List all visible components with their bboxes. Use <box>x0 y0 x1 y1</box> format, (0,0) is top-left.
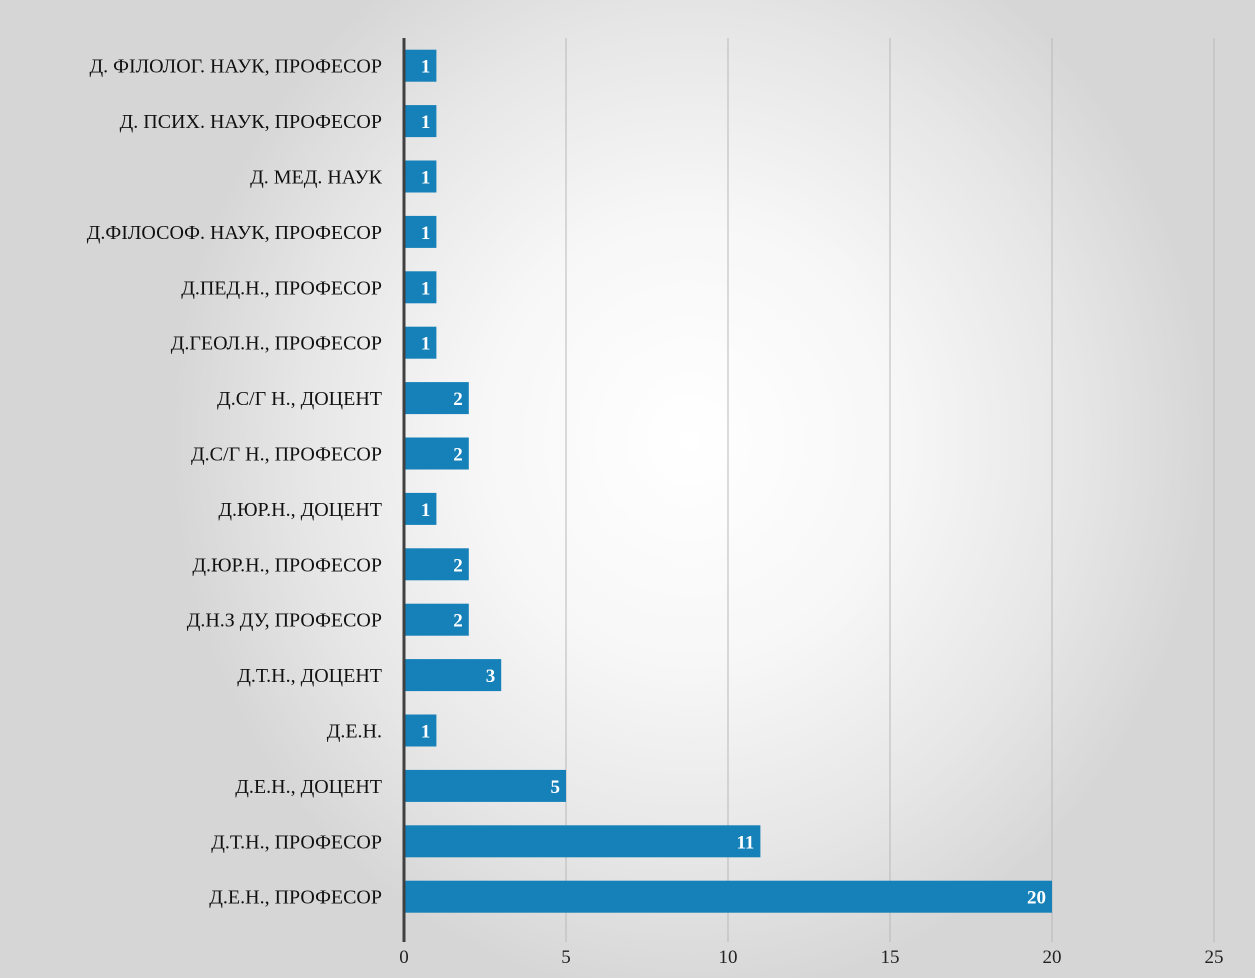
data-label: 1 <box>421 722 431 743</box>
category-label: Д. МЕД. НАУК <box>250 167 383 189</box>
category-label: Д.ЮР.Н., ПРОФЕСОР <box>192 554 382 576</box>
data-label: 1 <box>421 334 431 355</box>
gridlines <box>565 38 1215 942</box>
category-label: Д. ПСИХ. НАУК, ПРОФЕСОР <box>120 111 382 133</box>
bar <box>404 105 437 138</box>
category-label: Д.Е.Н. <box>327 721 382 743</box>
category-label: Д.С/Г Н., ДОЦЕНТ <box>217 388 382 410</box>
bar <box>404 492 437 525</box>
category-label: Д.Т.Н., ДОЦЕНТ <box>237 665 382 687</box>
bar <box>404 49 437 82</box>
data-label: 20 <box>1027 888 1046 909</box>
bar <box>404 271 437 304</box>
x-tick-label: 25 <box>1205 947 1224 968</box>
x-axis-ticks: 0 5 10 15 20 25 <box>399 947 1223 968</box>
category-label: Д.ЮР.Н., ДОЦЕНТ <box>218 499 382 521</box>
category-label: Д.Е.Н., ДОЦЕНТ <box>235 776 382 798</box>
data-label: 1 <box>421 168 431 189</box>
category-label: Д.Т.Н., ПРОФЕСОР <box>211 831 382 853</box>
data-label: 1 <box>421 112 431 133</box>
bar <box>404 382 469 415</box>
x-tick-label: 20 <box>1043 947 1062 968</box>
data-label: 1 <box>421 223 431 244</box>
bar <box>404 437 469 470</box>
data-label: 1 <box>421 500 431 521</box>
bar <box>404 659 502 692</box>
bar <box>404 548 469 581</box>
data-label: 2 <box>453 389 463 410</box>
x-tick-label: 0 <box>399 947 409 968</box>
category-label: Д.ФІЛОСОФ. НАУК, ПРОФЕСОР <box>87 222 382 244</box>
category-label: Д.С/Г Н., ПРОФЕСОР <box>191 444 382 466</box>
x-tick-label: 5 <box>561 947 571 968</box>
x-tick-label: 15 <box>881 947 900 968</box>
category-label: Д.Н.З ДУ, ПРОФЕСОР <box>187 610 382 632</box>
bar <box>404 714 437 747</box>
bar <box>404 880 1052 913</box>
bar <box>404 825 761 858</box>
category-label: Д.Е.Н., ПРОФЕСОР <box>209 887 382 909</box>
data-label: 11 <box>736 832 754 853</box>
data-label: 2 <box>453 445 463 466</box>
bar <box>404 769 566 802</box>
category-label: Д.ПЕД.Н., ПРОФЕСОР <box>181 277 382 299</box>
bar <box>404 215 437 248</box>
data-label: 3 <box>486 666 496 687</box>
category-label: Д. ФІЛОЛОГ. НАУК, ПРОФЕСОР <box>90 56 382 78</box>
x-tick-label: 10 <box>719 947 738 968</box>
bar <box>404 326 437 359</box>
bar <box>404 160 437 193</box>
data-label: 1 <box>421 278 431 299</box>
data-label: 2 <box>453 555 463 576</box>
data-label: 2 <box>453 611 463 632</box>
bar <box>404 603 469 636</box>
category-label: Д.ГЕОЛ.Н., ПРОФЕСОР <box>171 333 382 355</box>
data-label: 5 <box>551 777 561 798</box>
category-labels: Д. ФІЛОЛОГ. НАУК, ПРОФЕСОР Д. ПСИХ. НАУК,… <box>87 56 383 909</box>
data-label: 1 <box>421 57 431 78</box>
